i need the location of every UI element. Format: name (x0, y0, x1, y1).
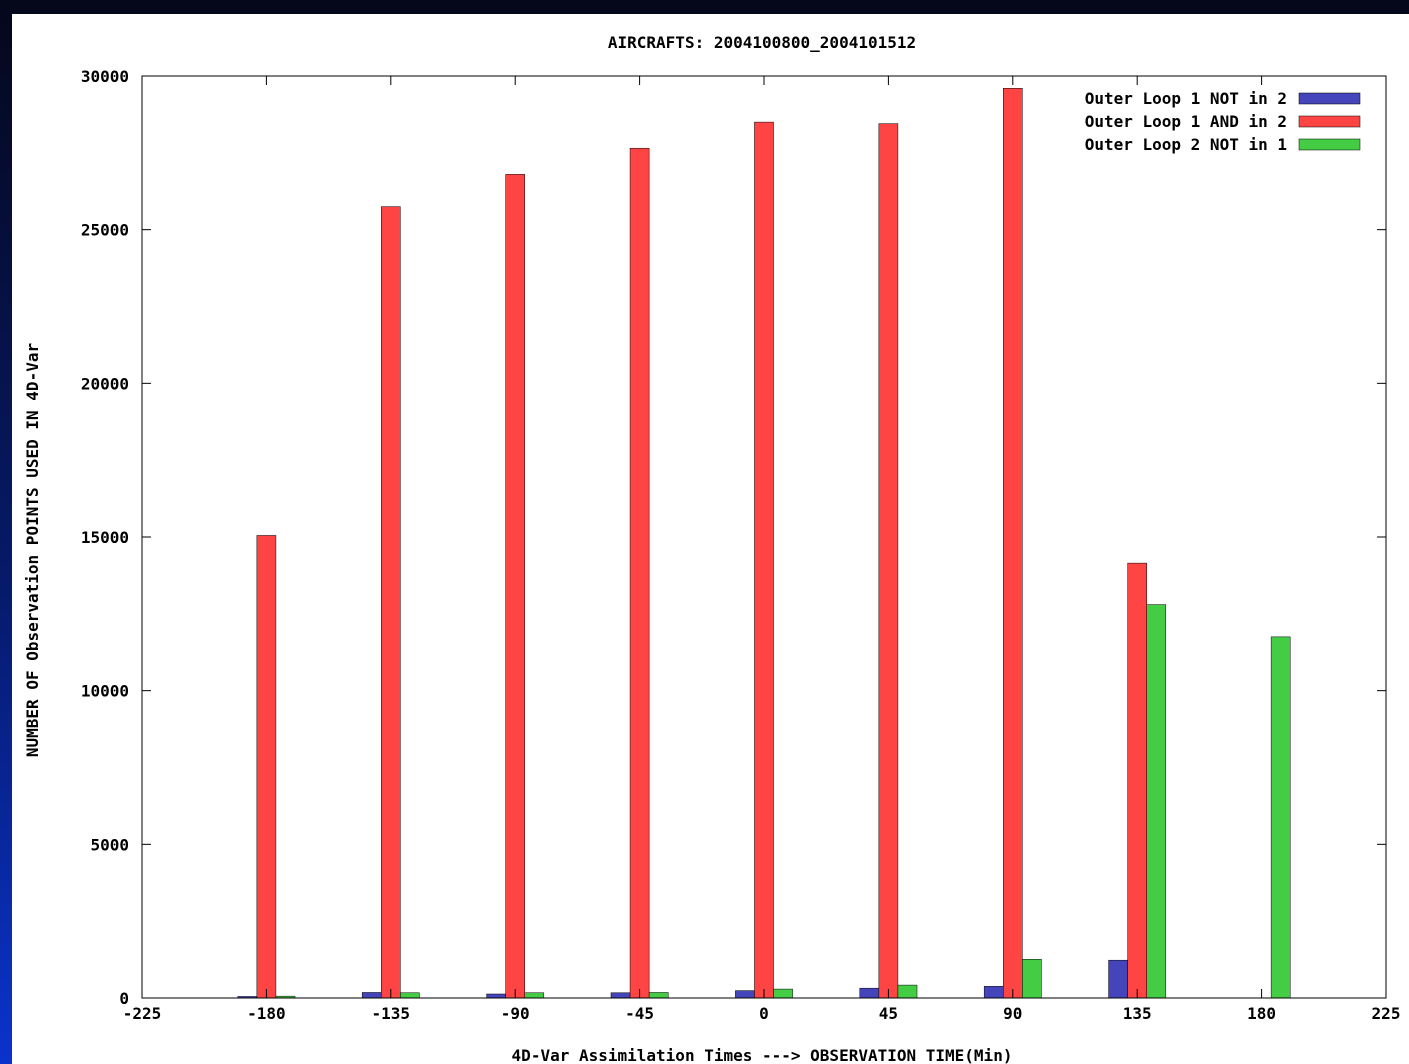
bar-2--90 (505, 174, 525, 999)
x-tick-label: 180 (1247, 1004, 1276, 1023)
x-tick-label: -135 (372, 1004, 411, 1023)
legend-label: Outer Loop 2 NOT in 1 (1085, 135, 1287, 154)
bar-2--135 (381, 206, 401, 999)
bar-2--180 (256, 535, 277, 999)
legend-swatch (1298, 138, 1361, 151)
bar-3-0 (773, 988, 793, 999)
bar-3--135 (400, 992, 420, 999)
bar-3--90 (524, 992, 545, 999)
y-axis-label: NUMBER OF Observation POINTS USED IN 4D-… (23, 343, 42, 757)
y-tick-label: 30000 (81, 67, 129, 86)
x-tick-label: 45 (879, 1004, 898, 1023)
y-tick-label: 5000 (90, 835, 129, 854)
y-tick-label: 10000 (81, 682, 129, 701)
bar-1--45 (610, 992, 631, 999)
chart-panel: AIRCRAFTS: 2004100800_2004101512 -225 -18… (12, 14, 1409, 1064)
bar-2-45 (878, 123, 899, 999)
bar-3-135 (1146, 604, 1167, 999)
x-tick-label: 0 (759, 1004, 769, 1023)
legend-label: Outer Loop 1 AND in 2 (1085, 112, 1287, 131)
x-tick-label: 225 (1372, 1004, 1401, 1023)
bar-1-45 (859, 987, 880, 999)
y-tick-label: 25000 (81, 221, 129, 240)
x-tick-label: 135 (1123, 1004, 1152, 1023)
x-tick-label: 90 (1003, 1004, 1022, 1023)
legend-swatch (1298, 115, 1361, 128)
x-tick-label: -90 (501, 1004, 530, 1023)
bar-1--90 (486, 993, 506, 999)
bar-3-180 (1270, 636, 1291, 999)
x-tick-label: -180 (247, 1004, 286, 1023)
bar-2-135 (1127, 562, 1147, 999)
bar-1-0 (735, 990, 755, 999)
bar-2-90 (1003, 88, 1023, 999)
bar-chart: AIRCRAFTS: 2004100800_2004101512 -225 -18… (23, 33, 1401, 1064)
x-tick-label: -45 (625, 1004, 654, 1023)
bar-1-135 (1108, 959, 1128, 999)
x-axis-label: 4D-Var Assimilation Times ---> OBSERVATI… (512, 1046, 1013, 1064)
y-tick-label: 0 (119, 989, 129, 1008)
x-tick-label: -225 (123, 1004, 162, 1023)
legend-label: Outer Loop 1 NOT in 2 (1085, 89, 1287, 108)
chart-title: AIRCRAFTS: 2004100800_2004101512 (608, 33, 916, 52)
bar-2-0 (754, 121, 774, 999)
bar-3--45 (648, 992, 669, 999)
bar-1--135 (361, 992, 382, 999)
bar-2--45 (629, 147, 650, 999)
y-tick-label: 15000 (81, 528, 129, 547)
bar-3-90 (1022, 959, 1042, 999)
bar-3-45 (897, 984, 918, 999)
legend-swatch (1298, 92, 1361, 105)
y-tick-label: 20000 (81, 374, 129, 393)
bar-1-90 (983, 986, 1004, 999)
